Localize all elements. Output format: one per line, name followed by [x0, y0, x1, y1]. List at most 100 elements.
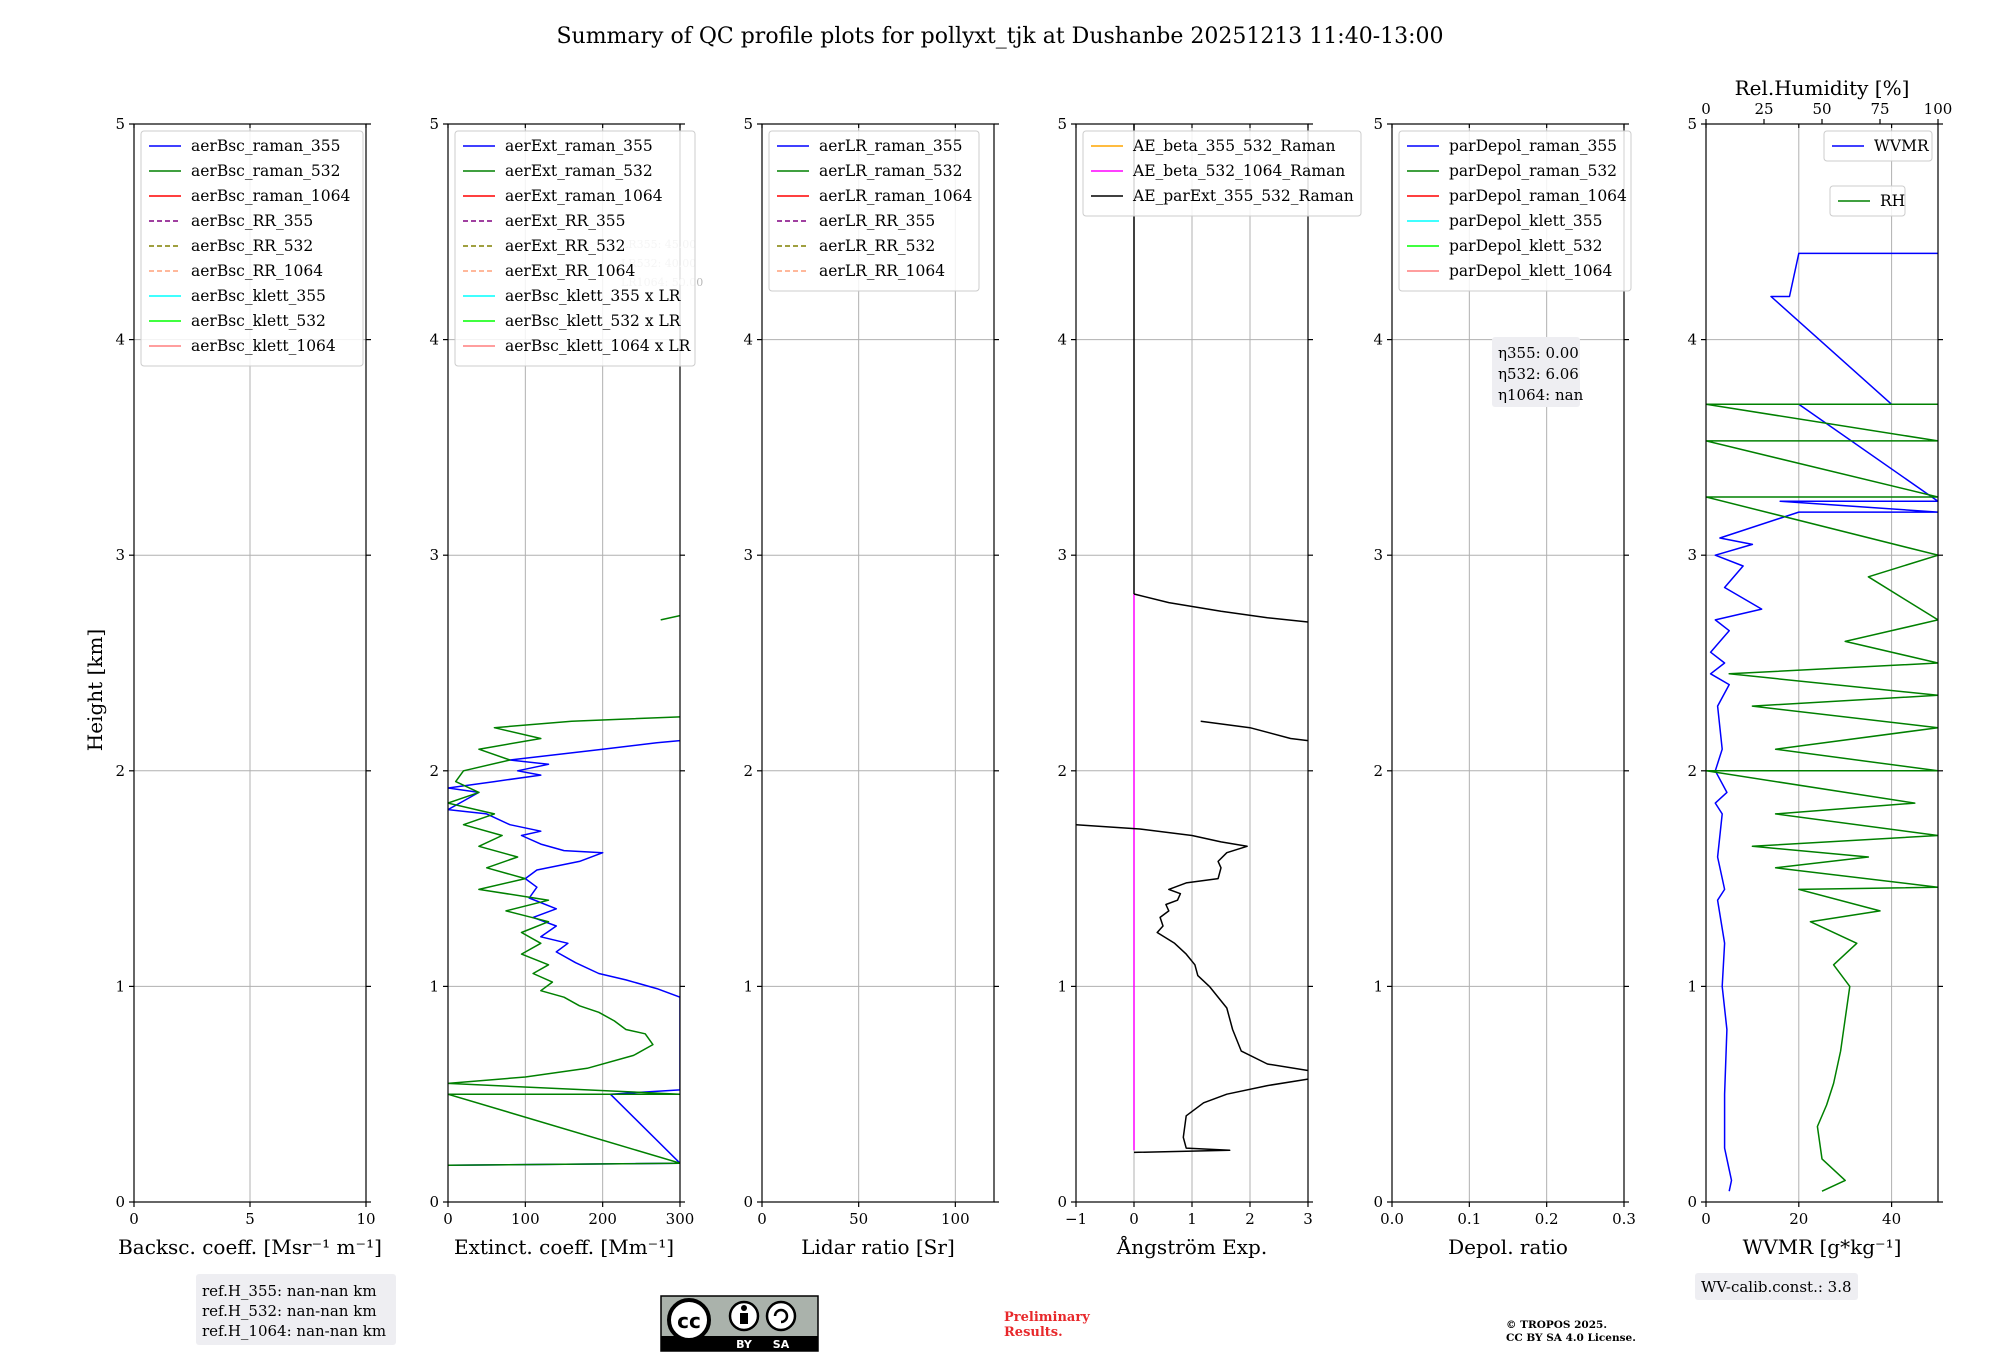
svg-text:Results.: Results. [1004, 1325, 1063, 1340]
x-axis-label: WVMR [g*kg⁻¹] [1743, 1235, 1902, 1259]
eta-value: η1064: nan [1498, 386, 1584, 404]
by-label: BY [736, 1338, 753, 1351]
legend-box [1398, 130, 1632, 292]
series-line-aerext-raman-355 [448, 739, 680, 1167]
x-tick-label: −1 [1065, 1210, 1087, 1228]
legend-label: parDepol_klett_355 [1449, 212, 1602, 230]
y-tick-label: 2 [1687, 762, 1697, 780]
y-tick-label: 4 [1687, 331, 1697, 349]
legend-label: aerLR_raman_1064 [819, 187, 972, 205]
legend: aerLR_raman_355 aerLR_raman_532 aerLR_rama… [768, 130, 980, 292]
legend-label: aerBsc_klett_1064 x LR [505, 337, 692, 355]
legend-label: AE_parExt_355_532_Raman [1132, 187, 1354, 205]
top-tick-label: 50 [1812, 100, 1831, 118]
legend-label: aerBsc_klett_1064 [191, 337, 336, 355]
legend-label: parDepol_raman_532 [1449, 162, 1617, 180]
legend-box [1823, 130, 1933, 162]
legend-label: aerBsc_klett_532 [191, 312, 326, 330]
x-tick-label: 0.1 [1457, 1210, 1481, 1228]
legend-label: aerExt_raman_355 [505, 137, 653, 155]
x-tick-label: 2 [1245, 1210, 1255, 1228]
y-tick-label: 2 [1057, 762, 1067, 780]
legend-label: parDepol_klett_532 [1449, 237, 1602, 255]
x-tick-label: 100 [511, 1210, 540, 1228]
wv-calib-text: WV-calib.const.: 3.8 [1701, 1278, 1852, 1296]
x-tick-label: 0.3 [1612, 1210, 1636, 1228]
copyright-notice: © TROPOS 2025. CC BY SA 4.0 License. [1506, 1319, 1636, 1344]
x-axis-label: Extinct. coeff. [Mm⁻¹] [454, 1235, 674, 1259]
y-tick-label: 2 [115, 762, 125, 780]
legend-label: aerExt_RR_355 [505, 212, 626, 230]
legend: aerExt_raman_355 aerExt_raman_532 aerExt_r… [454, 130, 696, 367]
x-tick-label: 0 [1129, 1210, 1139, 1228]
preliminary-notice: Preliminary Results. [1004, 1310, 1090, 1340]
legend-label: aerLR_raman_355 [819, 137, 962, 155]
axes-frame [1705, 123, 1939, 1203]
x-tick-label: 200 [588, 1210, 617, 1228]
y-tick-label: 1 [115, 977, 125, 995]
profile-panel-1: 0 5 10 0 1 2 3 4 5 Backsc. coeff. [Msr⁻¹ m⁻¹] aerB… [115, 115, 381, 1259]
legend-label: aerBsc_RR_355 [191, 212, 313, 230]
top-tick-label: 75 [1870, 100, 1889, 118]
series-line-ae-parext-355-532-raman-upper1- [1200, 720, 1308, 742]
y-tick-label: 5 [1687, 115, 1697, 133]
x-axis-label: Depol. ratio [1448, 1235, 1568, 1259]
y-tick-label: 2 [429, 762, 439, 780]
wv-calibration-box: WV-calib.const.: 3.8 [1695, 1273, 1858, 1300]
y-tick-label: 5 [1373, 115, 1383, 133]
y-tick-label: 5 [115, 115, 125, 133]
y-tick-label: 5 [1057, 115, 1067, 133]
legend-box [768, 130, 980, 292]
legend-label: aerExt_RR_532 [505, 237, 626, 255]
legend-label: aerLR_raman_532 [819, 162, 962, 180]
top-tick-label: 0 [1701, 100, 1711, 118]
legend-label: aerBsc_klett_355 [191, 287, 326, 305]
legend-label: parDepol_klett_1064 [1449, 262, 1612, 280]
legend-label: aerExt_raman_1064 [505, 187, 663, 205]
legend-label: aerBsc_RR_532 [191, 237, 313, 255]
y-tick-label: 0 [1687, 1193, 1697, 1211]
series-line-ae-parext-355-532-raman-upper2- [1133, 593, 1308, 623]
cc-by-sa-license-badge: cc BY SA [660, 1295, 819, 1352]
refbox-line-355: ref.H_355: nan-nan km [202, 1282, 377, 1300]
svg-text:CC BY SA 4.0 License.: CC BY SA 4.0 License. [1506, 1332, 1636, 1344]
y-tick-label: 1 [743, 977, 753, 995]
legend-label: aerBsc_raman_1064 [191, 187, 351, 205]
refbox-line-1064: ref.H_1064: nan-nan km [202, 1322, 386, 1340]
x-axis-label: Ångström Exp. [1116, 1234, 1267, 1259]
legend-box [140, 130, 364, 367]
y-tick-label: 0 [115, 1193, 125, 1211]
top-tick-label: 25 [1754, 100, 1773, 118]
x-tick-label: 0.0 [1380, 1210, 1404, 1228]
svg-text:Preliminary: Preliminary [1004, 1310, 1090, 1325]
x-tick-label: 10 [356, 1210, 375, 1228]
profile-panel-5: 0.0 0.1 0.2 0.3 0 1 2 3 4 5 Depol. ratio η355: 0.00… [1373, 115, 1635, 1259]
x-tick-label: 0 [757, 1210, 767, 1228]
y-tick-label: 2 [743, 762, 753, 780]
x-tick-label: 1 [1187, 1210, 1197, 1228]
legend-label: parDepol_raman_355 [1449, 137, 1617, 155]
top-axis-label: Rel.Humidity [%] [1735, 76, 1910, 100]
legend-label: aerLR_RR_1064 [819, 262, 945, 280]
x-tick-label: 50 [849, 1210, 868, 1228]
legend-label: aerBsc_klett_532 x LR [505, 312, 682, 330]
x-tick-label: 40 [1882, 1210, 1901, 1228]
y-tick-label: 4 [743, 331, 753, 349]
y-tick-label: 0 [429, 1193, 439, 1211]
y-tick-label: 5 [429, 115, 439, 133]
x-tick-label: 300 [666, 1210, 695, 1228]
svg-text:© TROPOS 2025.: © TROPOS 2025. [1506, 1319, 1607, 1331]
axes-frame [447, 123, 681, 1203]
y-tick-label: 3 [743, 546, 753, 564]
series-group [448, 614, 680, 1167]
y-tick-label: 0 [1373, 1193, 1383, 1211]
legend: aerBsc_raman_355 aerBsc_raman_532 aerBsc_r… [140, 130, 364, 367]
x-tick-label: 0.2 [1535, 1210, 1559, 1228]
y-tick-label: 1 [1373, 977, 1383, 995]
axes-frame [761, 123, 995, 1203]
legend-label: AE_beta_355_532_Raman [1132, 137, 1335, 155]
y-tick-label: 3 [1373, 546, 1383, 564]
y-tick-label: 1 [429, 977, 439, 995]
